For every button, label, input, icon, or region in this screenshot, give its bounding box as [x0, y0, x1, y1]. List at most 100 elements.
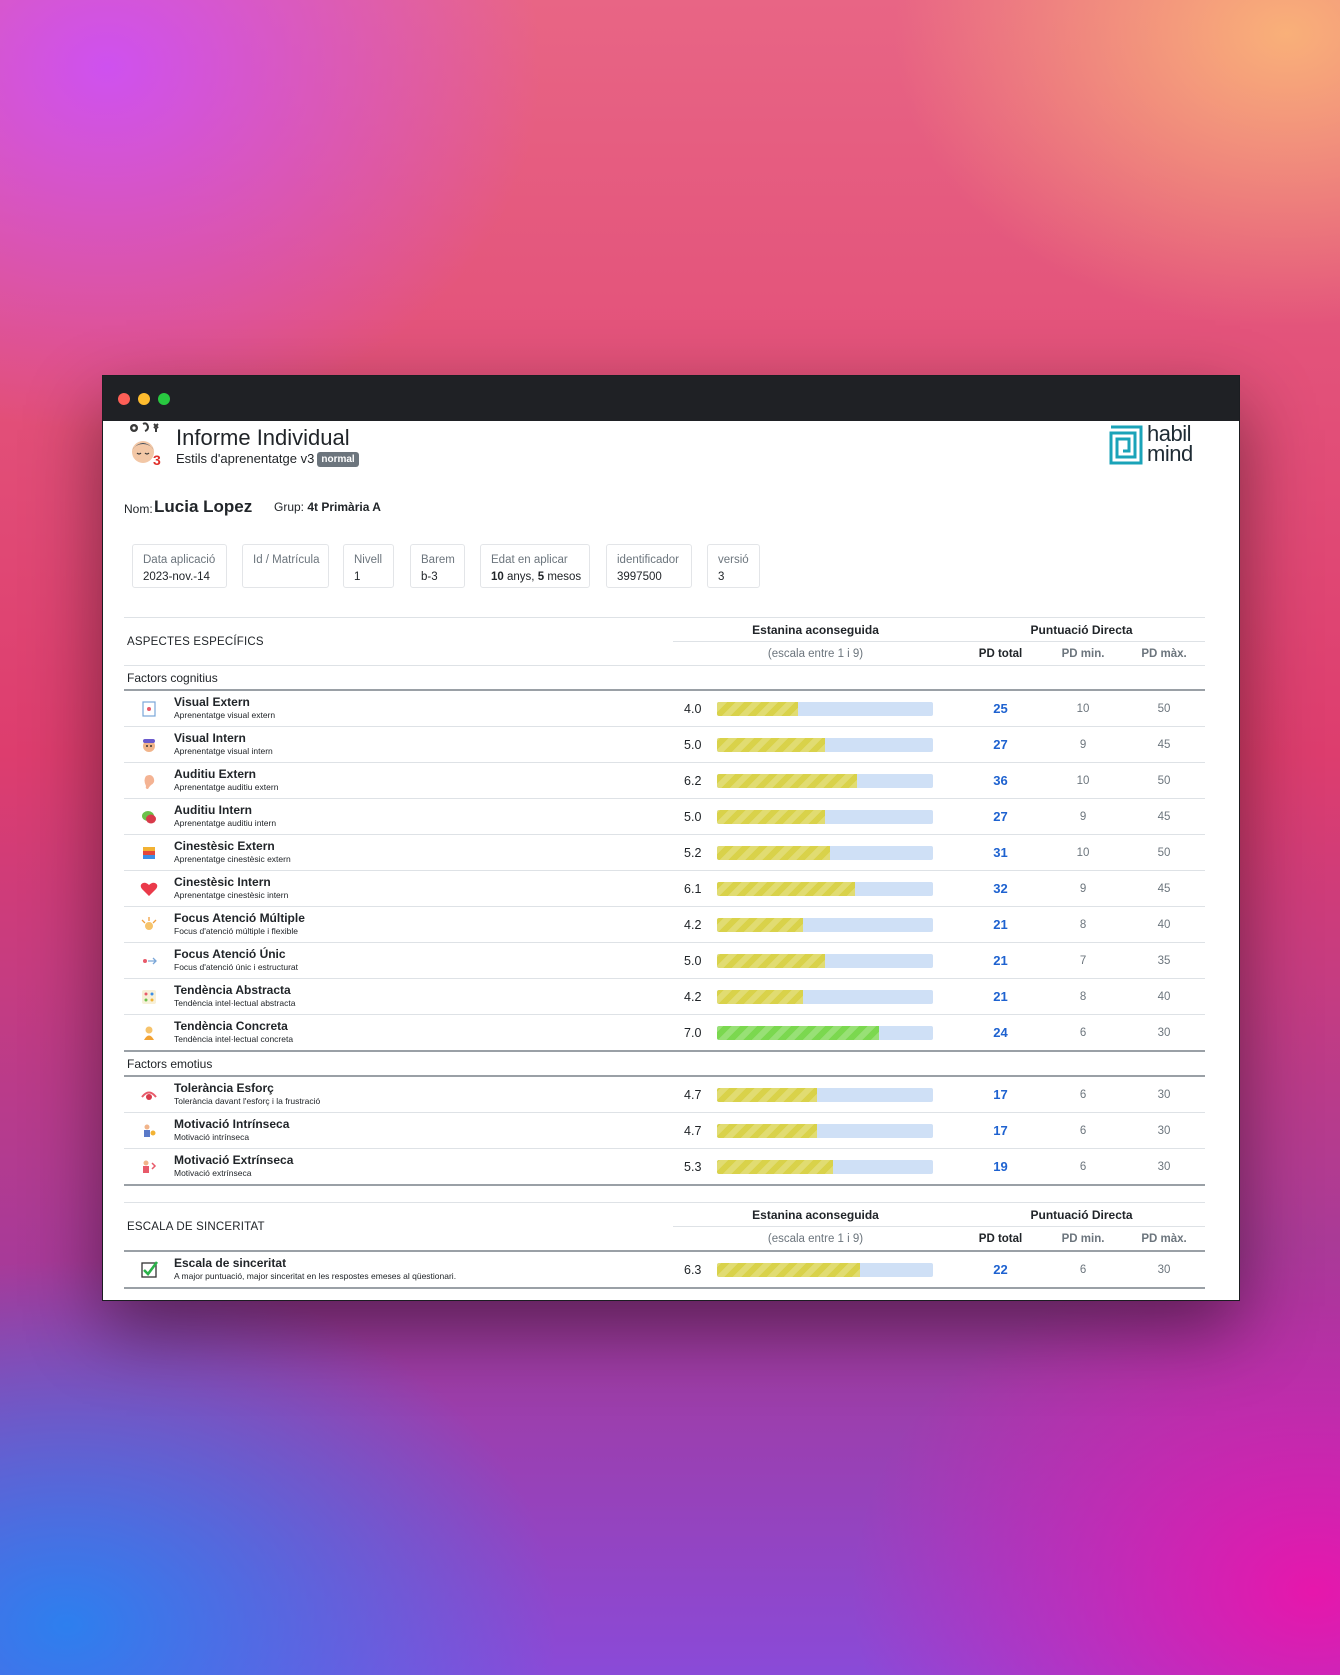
pd-max-value: 30	[1123, 1148, 1205, 1186]
pd-total-header: PD total	[978, 647, 1023, 660]
factor-description: Aprenentatge visual intern	[174, 745, 273, 756]
factor-cell: Cinestèsic Extern Aprenentatge cinestèsic…	[174, 834, 674, 871]
info-age: Edat en aplicar 10 anys, 5 mesos	[480, 544, 590, 588]
factor-name: Focus Atenció Únic	[174, 946, 286, 961]
stanine-bar-fill	[717, 953, 826, 968]
factor-description: Focus d'atenció múltiple i flexible	[174, 925, 298, 936]
stanine-bar-cell	[717, 906, 959, 943]
pd-max-value: 30	[1123, 1251, 1205, 1289]
factor-description: Aprenentatge cinestèsic extern	[174, 853, 291, 864]
test-name: Estils d'aprenentatge v3	[176, 451, 315, 466]
stanine-bar-track	[717, 989, 934, 1004]
visual-external-icon	[142, 700, 156, 717]
report-header: 3 Informe Individual Estils d'aprenentat…	[124, 421, 1205, 481]
pd-total-value: 24	[958, 1014, 1044, 1052]
window-titlebar	[103, 376, 1239, 421]
stanine-bar-cell	[717, 1014, 959, 1052]
info-identifier: identificador 3997500	[606, 544, 692, 588]
visual-internal-icon	[143, 738, 155, 752]
stanine-bar-track	[717, 1123, 934, 1138]
score-row-tendencia-concreta: Tendència Concreta Tendència intel·lectua…	[124, 1014, 1205, 1052]
group-info: Grup: 4t Primària A	[274, 500, 381, 514]
factor-cell: Escala de sinceritat A major puntuació, m…	[174, 1251, 673, 1289]
sincerity-section-title: ESCALA DE SINCERITAT	[124, 1202, 673, 1252]
pd-max-value: 30	[1123, 1076, 1205, 1113]
factor-cell: Tolerància Esforç Tolerància davant l'esf…	[174, 1076, 674, 1113]
pd-max-value: 30	[1123, 1014, 1205, 1052]
emotional-group-label: Factors emotius	[124, 1050, 1205, 1077]
stanine-bar-cell	[717, 1112, 959, 1149]
factor-cell: Motivació Intrínseca Motivació intrínseca	[174, 1112, 674, 1149]
stanine-bar-cell	[717, 978, 959, 1015]
pd-total-value: 27	[958, 726, 1044, 763]
sincerity-pd-total-header: PD total	[958, 1226, 1044, 1252]
pd-min-value: 6	[1043, 1148, 1124, 1186]
minimize-window-button[interactable]	[138, 393, 150, 405]
stanine-bar-cell	[717, 762, 959, 799]
factor-description: Motivació extrínseca	[174, 1167, 252, 1178]
cognitive-group-label: Factors cognitius	[124, 665, 1205, 691]
row-icon-cell	[124, 978, 174, 1015]
stanine-bar-cell	[717, 690, 959, 727]
direct-score-header: Puntuació Directa	[958, 617, 1205, 642]
score-row-visual-intern: Visual Intern Aprenentatge visual intern 5…	[124, 726, 1205, 763]
sincerity-direct-score-header: Puntuació Directa	[958, 1202, 1205, 1227]
row-icon-cell	[124, 798, 174, 835]
learning-styles-logo-icon: 3	[130, 422, 161, 466]
factor-cell: Motivació Extrínseca Motivació extrínseca	[174, 1148, 674, 1186]
pd-min-value: 8	[1043, 978, 1124, 1015]
pd-total-value: 27	[958, 798, 1044, 835]
stanine-bar-fill	[717, 737, 826, 752]
maximize-window-button[interactable]	[158, 393, 170, 405]
stanine-bar-track	[717, 737, 934, 752]
info-scale: Barem b-3	[410, 544, 465, 588]
row-icon-cell	[124, 1251, 174, 1289]
pd-min-value: 7	[1043, 942, 1124, 979]
factor-cell: Tendència Concreta Tendència intel·lectua…	[174, 1014, 674, 1052]
stanine-bar-fill	[717, 1087, 817, 1102]
stanine-bar-fill	[717, 989, 804, 1004]
pd-max-value: 45	[1123, 726, 1205, 763]
factor-name: Visual Intern	[174, 730, 246, 745]
stanine-header: Estanina aconseguida	[673, 617, 959, 642]
factor-description: Aprenentatge auditiu intern	[174, 817, 277, 828]
scale-note: (escala entre 1 i 9)	[767, 647, 864, 660]
stanine-bar-cell	[717, 1076, 959, 1113]
factor-description: Tendència intel·lectual abstracta	[174, 997, 296, 1008]
pd-max-value: 50	[1123, 762, 1205, 799]
info-date: Data aplicació 2023-nov.-14	[132, 544, 227, 588]
stanine-bar-cell	[717, 798, 959, 835]
score-row-cinestesic-extern: Cinestèsic Extern Aprenentatge cinestèsic…	[124, 834, 1205, 871]
browser-window: 3 Informe Individual Estils d'aprenentat…	[102, 375, 1240, 1301]
row-icon-cell	[124, 906, 174, 943]
stanine-bar-track	[717, 1262, 933, 1277]
stanine-bar-track	[717, 881, 934, 896]
emotional-items: Tolerància Esforç Tolerància davant l'esf…	[124, 1076, 1205, 1186]
score-row-auditiu-intern: Auditiu Intern Aprenentatge auditiu inter…	[124, 798, 1205, 835]
extrinsic-motivation-icon	[143, 1160, 157, 1173]
maze-logo-icon	[1109, 425, 1143, 465]
stanine-bar-cell	[717, 942, 959, 979]
report-subtitle: Estils d'aprenentatge v3 normal	[176, 451, 359, 468]
info-id: Id / Matrícula	[242, 544, 329, 588]
factor-cell: Auditiu Extern Aprenentatge auditiu exter…	[174, 762, 674, 799]
info-version: versió 3	[707, 544, 760, 588]
stanine-bar-fill	[717, 845, 831, 860]
pd-min-value: 6	[1043, 1112, 1124, 1149]
row-icon-cell	[124, 1014, 174, 1052]
factor-description: Tendència intel·lectual concreta	[174, 1033, 294, 1044]
factor-name: Cinestèsic Extern	[174, 838, 275, 853]
pd-min-value: 9	[1043, 726, 1124, 763]
factor-name: Auditiu Intern	[174, 802, 252, 817]
stanine-bar-fill	[717, 917, 804, 932]
stanine-value: 6.3	[673, 1251, 717, 1289]
factor-cell: Tendència Abstracta Tendència intel·lectu…	[174, 978, 674, 1015]
pd-min-value: 6	[1043, 1251, 1124, 1289]
pd-max-value: 40	[1123, 906, 1205, 943]
group-value: 4t Primària A	[307, 500, 381, 514]
specific-aspects-table: ASPECTES ESPECÍFICS Estanina aconseguida…	[124, 617, 1205, 1186]
building-blocks-icon	[143, 846, 155, 859]
pd-total-value: 21	[958, 906, 1044, 943]
close-window-button[interactable]	[118, 393, 130, 405]
norm-badge: normal	[317, 452, 359, 467]
